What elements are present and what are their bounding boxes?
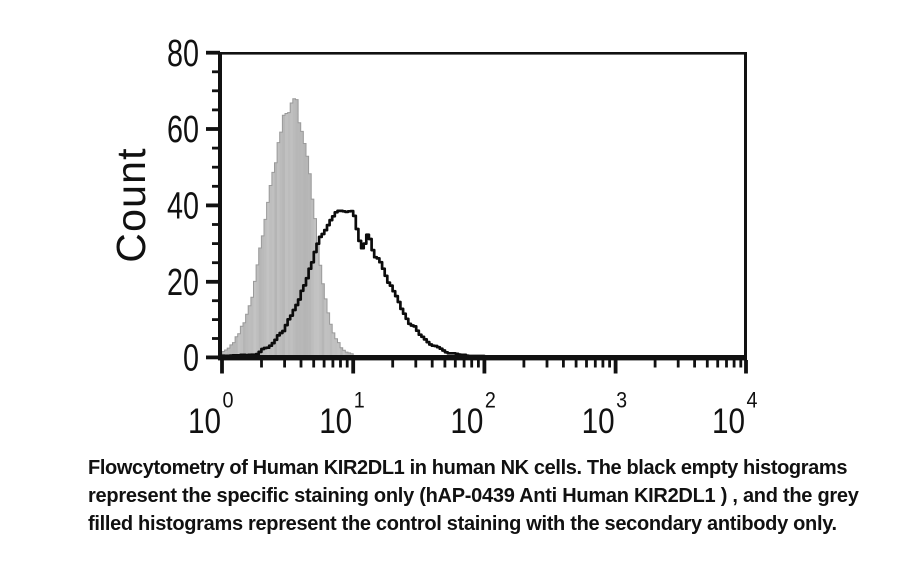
svg-text:80: 80: [167, 33, 199, 75]
svg-text:0: 0: [183, 338, 199, 380]
svg-text:3: 3: [616, 388, 627, 413]
svg-text:0: 0: [223, 388, 234, 413]
svg-text:60: 60: [167, 109, 199, 151]
svg-text:Count: Count: [108, 147, 154, 262]
svg-text:20: 20: [167, 262, 199, 304]
svg-text:10: 10: [188, 402, 221, 441]
svg-text:10: 10: [582, 402, 615, 441]
svg-text:40: 40: [167, 186, 199, 228]
svg-text:2: 2: [485, 388, 496, 413]
svg-text:1: 1: [354, 388, 365, 413]
svg-text:10: 10: [450, 402, 483, 441]
svg-text:10: 10: [712, 402, 745, 441]
svg-text:4: 4: [747, 388, 758, 413]
svg-text:10: 10: [319, 402, 352, 441]
